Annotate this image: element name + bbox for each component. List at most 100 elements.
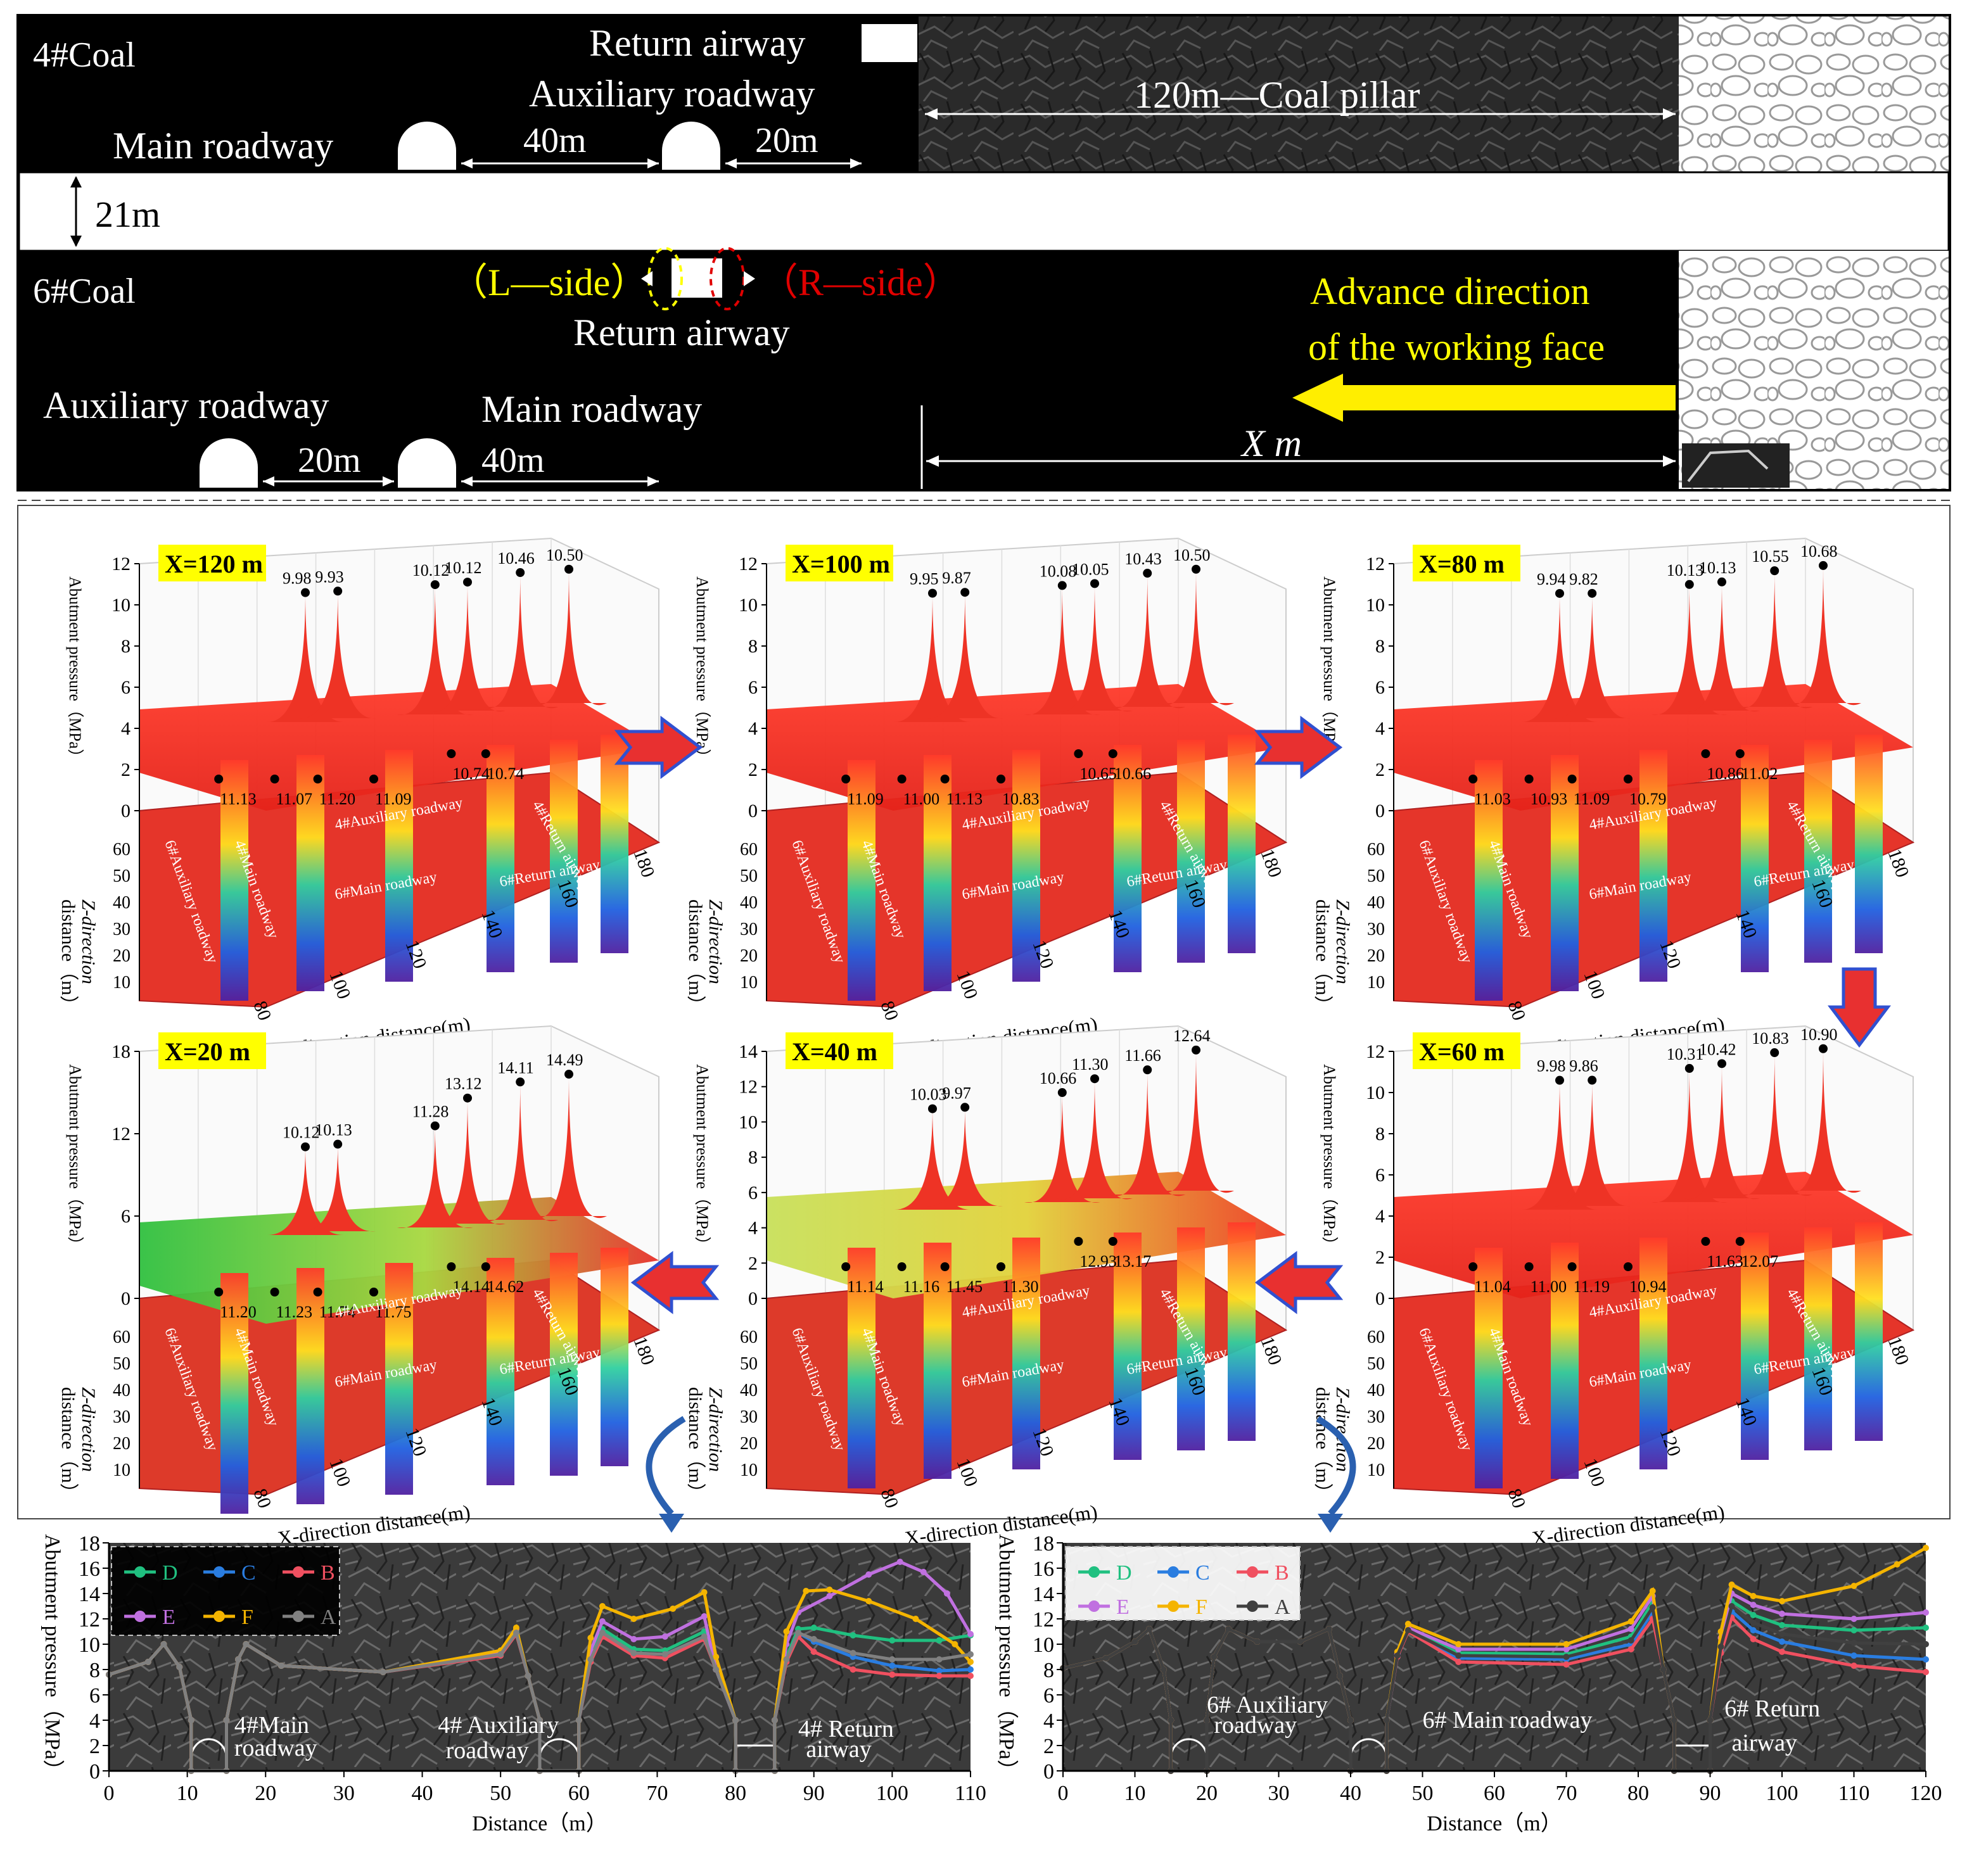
data-point-A <box>1336 1673 1343 1679</box>
peak-value-lower: 11.04 <box>1474 1277 1511 1296</box>
depth-tick-label: 50 <box>740 1354 758 1374</box>
panel-surface <box>767 684 1286 811</box>
data-point-A <box>1204 1717 1210 1723</box>
peak-marker <box>940 1262 950 1271</box>
depth-tick-label: 50 <box>740 866 758 886</box>
data-point-C <box>1850 1652 1857 1659</box>
y-axis-title: Abutment pressure（MPa） <box>41 1534 65 1781</box>
depth-tick-label: 40 <box>1367 893 1385 913</box>
data-point-A <box>810 1636 817 1642</box>
peak-value-lower: 12.07 <box>1741 1252 1779 1271</box>
peak-marker <box>447 1262 456 1271</box>
aux-roadway-4-shape <box>662 122 720 170</box>
x-tick-label: 30 <box>333 1782 355 1805</box>
series-line-A <box>1062 1603 1926 1773</box>
data-point-F <box>1779 1598 1785 1604</box>
z-axis-label: Abutment pressure（MPa） <box>66 1064 84 1253</box>
depth-axis-label: distance（m） <box>1312 1387 1333 1502</box>
peak-marker <box>333 1139 343 1149</box>
depth-tick-label: 50 <box>113 1354 130 1374</box>
data-point-E <box>920 1569 927 1575</box>
depth-axis-label: Z-direction <box>78 899 99 984</box>
y-tick-label: 4 <box>1043 1709 1054 1733</box>
depth-tick-label: 30 <box>113 1407 130 1427</box>
peak-value-lower: 14.14 <box>452 1277 490 1296</box>
peak-marker <box>1143 1065 1152 1075</box>
peak-value-lower: 14.62 <box>487 1277 525 1296</box>
pressure-peak <box>430 1098 506 1225</box>
data-point-A <box>630 1650 637 1656</box>
peak-marker <box>1819 1044 1828 1053</box>
peak-marker <box>1588 1075 1597 1085</box>
return-airway-4-label: Return airway <box>589 22 806 64</box>
data-point-F <box>630 1616 637 1622</box>
pressure-peak <box>397 585 473 715</box>
legend-label: B <box>1275 1561 1289 1585</box>
pressure-peak <box>1158 569 1234 706</box>
depth-tick-label: 10 <box>740 1461 758 1480</box>
pressure-column <box>1741 745 1769 972</box>
peak-marker <box>313 1288 322 1296</box>
pressure-column <box>1228 735 1256 953</box>
pressure-column <box>385 750 413 982</box>
x-tick-label: 30 <box>1268 1782 1290 1805</box>
z-tick-label: 10 <box>1366 595 1385 616</box>
pressure-column <box>1639 1238 1667 1469</box>
data-point-A <box>188 1717 194 1723</box>
depth-tick-label: 10 <box>1367 1461 1385 1480</box>
depth-tick-label: 60 <box>113 840 130 859</box>
pressure-column <box>1551 1243 1579 1479</box>
x-tick-label: 110 <box>1838 1782 1870 1805</box>
z-tick-label: 0 <box>121 801 130 821</box>
peak-marker <box>1735 749 1745 758</box>
peak-marker <box>564 1070 573 1079</box>
z-tick-label: 8 <box>748 636 758 657</box>
data-point-A <box>1103 1655 1110 1661</box>
pressure-column <box>1114 1233 1142 1460</box>
x-tick-label: 20 <box>1196 1782 1218 1805</box>
aux-roadway-6-label: Auxiliary roadway <box>43 384 329 426</box>
data-point-A <box>379 1669 386 1675</box>
legend-marker <box>213 1611 225 1622</box>
chart-annotation: airway <box>806 1736 871 1763</box>
data-point-E <box>826 1593 833 1599</box>
data-point-A <box>1394 1652 1401 1659</box>
depth-tick-label: 20 <box>1367 946 1385 966</box>
data-point-B <box>810 1649 817 1655</box>
peak-marker <box>996 1262 1005 1271</box>
y-tick-label: 6 <box>89 1684 100 1708</box>
data-point-F <box>1728 1581 1735 1588</box>
peak-marker <box>940 775 950 783</box>
depth-tick-label: 20 <box>113 1434 130 1454</box>
peak-value-upper: 14.49 <box>546 1051 583 1069</box>
data-point-A <box>497 1651 504 1657</box>
pressure-peak <box>1522 593 1598 722</box>
x-tick-label: 100 <box>876 1782 908 1805</box>
pressure-column <box>601 1248 628 1466</box>
depth-tick-label: 60 <box>1367 1328 1385 1347</box>
data-point-F <box>1923 1545 1929 1551</box>
peak-value-upper: 10.50 <box>1173 546 1211 564</box>
peak-value-lower: 10.65 <box>1079 764 1117 783</box>
peak-value-lower: 11.07 <box>276 790 313 808</box>
y-tick-label: 14 <box>1033 1583 1054 1606</box>
peak-value-lower: 13.17 <box>1114 1252 1152 1271</box>
peak-marker <box>1468 1262 1478 1271</box>
curve-arrow-head <box>659 1514 684 1533</box>
main-roadway-6-label: Main roadway <box>481 388 702 430</box>
peak-value-lower: 11.74 <box>319 1303 356 1321</box>
legend-box <box>1065 1546 1301 1621</box>
pressure-peak <box>267 1146 343 1235</box>
spacing-40-bottom: 40m <box>481 441 545 480</box>
pressure-peak <box>1684 1063 1760 1200</box>
data-point-E <box>661 1633 668 1640</box>
chart-annotation: 4# Auxiliary <box>438 1712 559 1739</box>
data-point-B <box>1627 1646 1634 1652</box>
pressure-column <box>550 1253 578 1476</box>
x-tick-label: 60 <box>1484 1782 1505 1805</box>
peak-value-lower: 11.13 <box>220 790 257 808</box>
peak-value-upper: 10.50 <box>546 546 583 564</box>
legend-marker <box>293 1566 304 1578</box>
z-tick-label: 6 <box>748 1182 758 1203</box>
